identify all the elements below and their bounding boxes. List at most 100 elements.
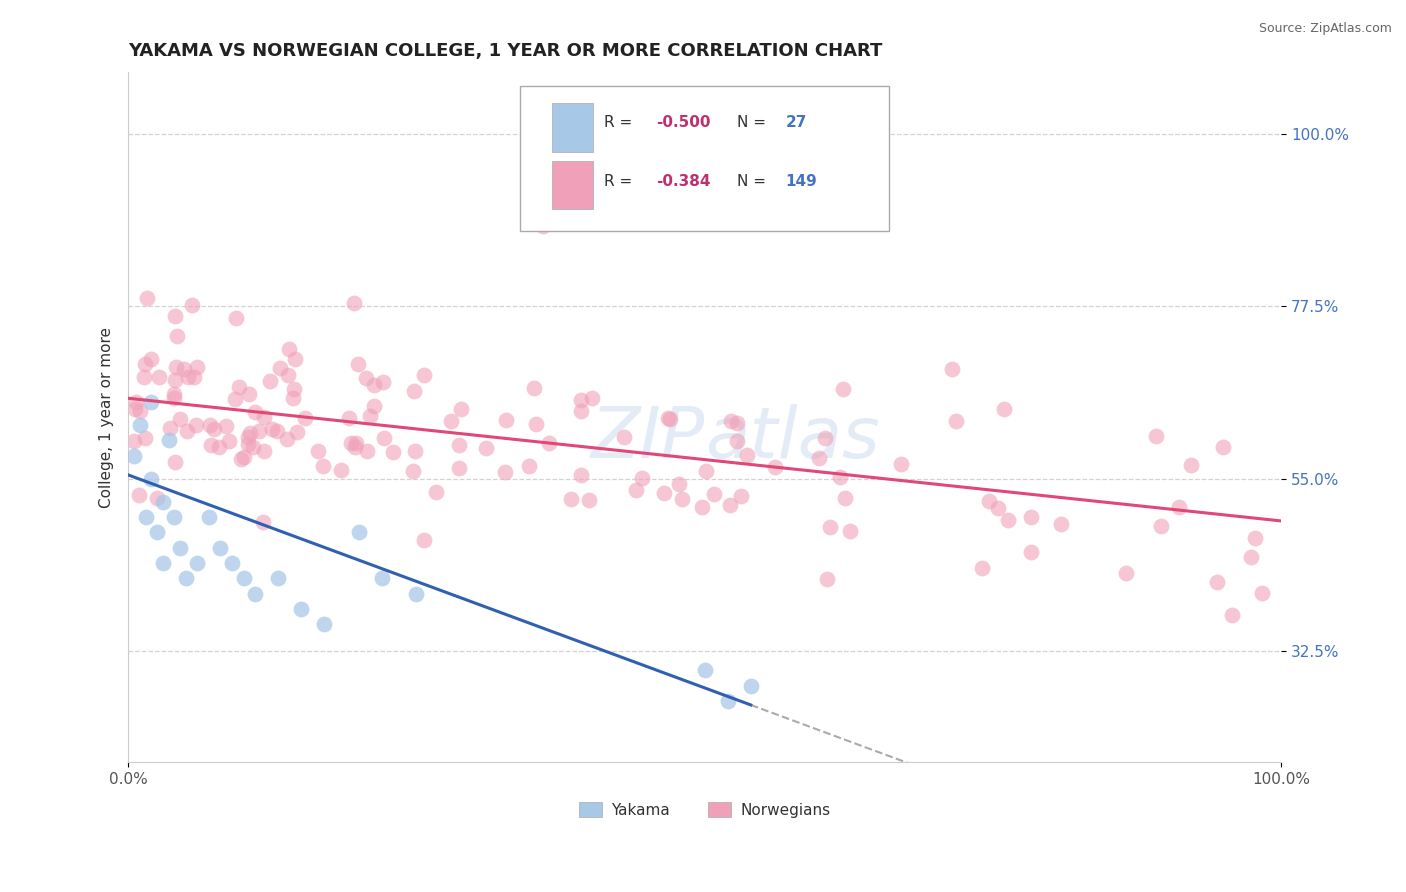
Point [169,541,191,555]
Point [339,435,361,450]
Point [276,432,298,446]
Point [890,457,912,471]
Point [979,493,1001,508]
Point [1144,429,1167,443]
Text: R =: R = [605,115,637,130]
Point [134,431,156,445]
Text: Source: ZipAtlas.com: Source: ZipAtlas.com [1258,22,1392,36]
Point [828,469,851,483]
Point [359,409,381,424]
Point [339,411,361,425]
Point [832,382,855,396]
Text: R =: R = [605,174,637,189]
Point [695,464,717,478]
Point [363,399,385,413]
Point [578,492,600,507]
Point [560,491,582,506]
Point [725,434,748,448]
Point [128,404,150,418]
Point [163,455,186,469]
Point [290,602,312,616]
Point [668,476,690,491]
Point [277,342,299,356]
Point [186,556,208,570]
Point [173,361,195,376]
Point [818,520,841,534]
Point [401,464,423,478]
Point [209,541,232,555]
Point [284,352,307,367]
Point [198,418,221,433]
Point [232,571,254,585]
Point [200,438,222,452]
Point [371,375,394,389]
Point [613,430,636,444]
Point [330,463,353,477]
Point [243,587,266,601]
Point [494,465,516,479]
Point [343,296,366,310]
Point [181,298,204,312]
Point [122,434,145,449]
Point [141,395,163,409]
Text: N =: N = [737,174,770,189]
Point [814,431,837,445]
Point [1019,545,1042,559]
Point [987,501,1010,516]
Point [165,309,187,323]
Point [148,369,170,384]
Text: N =: N = [737,115,770,130]
Point [252,515,274,529]
Point [1167,500,1189,514]
Point [363,378,385,392]
Point [260,422,283,436]
Point [347,525,370,540]
Point [717,694,740,708]
Point [208,440,231,454]
Point [815,573,838,587]
Point [231,452,253,467]
Point [517,459,540,474]
Point [253,443,276,458]
Text: 149: 149 [786,174,817,189]
Point [412,368,434,383]
Point [1244,532,1267,546]
Point [658,411,681,425]
Point [163,391,186,405]
Point [1019,509,1042,524]
Point [169,412,191,426]
Point [569,392,592,407]
Point [128,418,150,433]
Point [636,188,658,202]
Point [371,571,394,585]
Point [239,425,262,440]
Point [165,373,187,387]
Point [671,492,693,507]
Point [343,440,366,454]
FancyBboxPatch shape [520,87,889,231]
Point [1180,458,1202,472]
Point [373,431,395,445]
Text: 27: 27 [786,115,807,130]
Point [657,411,679,425]
Point [177,369,200,384]
Point [1205,574,1227,589]
Point [693,664,716,678]
Point [243,405,266,419]
Point [122,449,145,463]
Point [692,500,714,515]
Point [808,451,831,466]
Point [404,443,426,458]
Point [159,421,181,435]
Point [267,571,290,585]
Point [141,472,163,486]
Point [163,387,186,401]
Point [405,587,427,601]
Point [311,459,333,474]
Point [1050,516,1073,531]
Point [152,556,174,570]
Text: YAKAMA VS NORWEGIAN COLLEGE, 1 YEAR OR MORE CORRELATION CHART: YAKAMA VS NORWEGIAN COLLEGE, 1 YEAR OR M… [128,42,883,60]
Point [413,533,436,547]
Point [571,468,593,483]
Point [218,434,240,449]
